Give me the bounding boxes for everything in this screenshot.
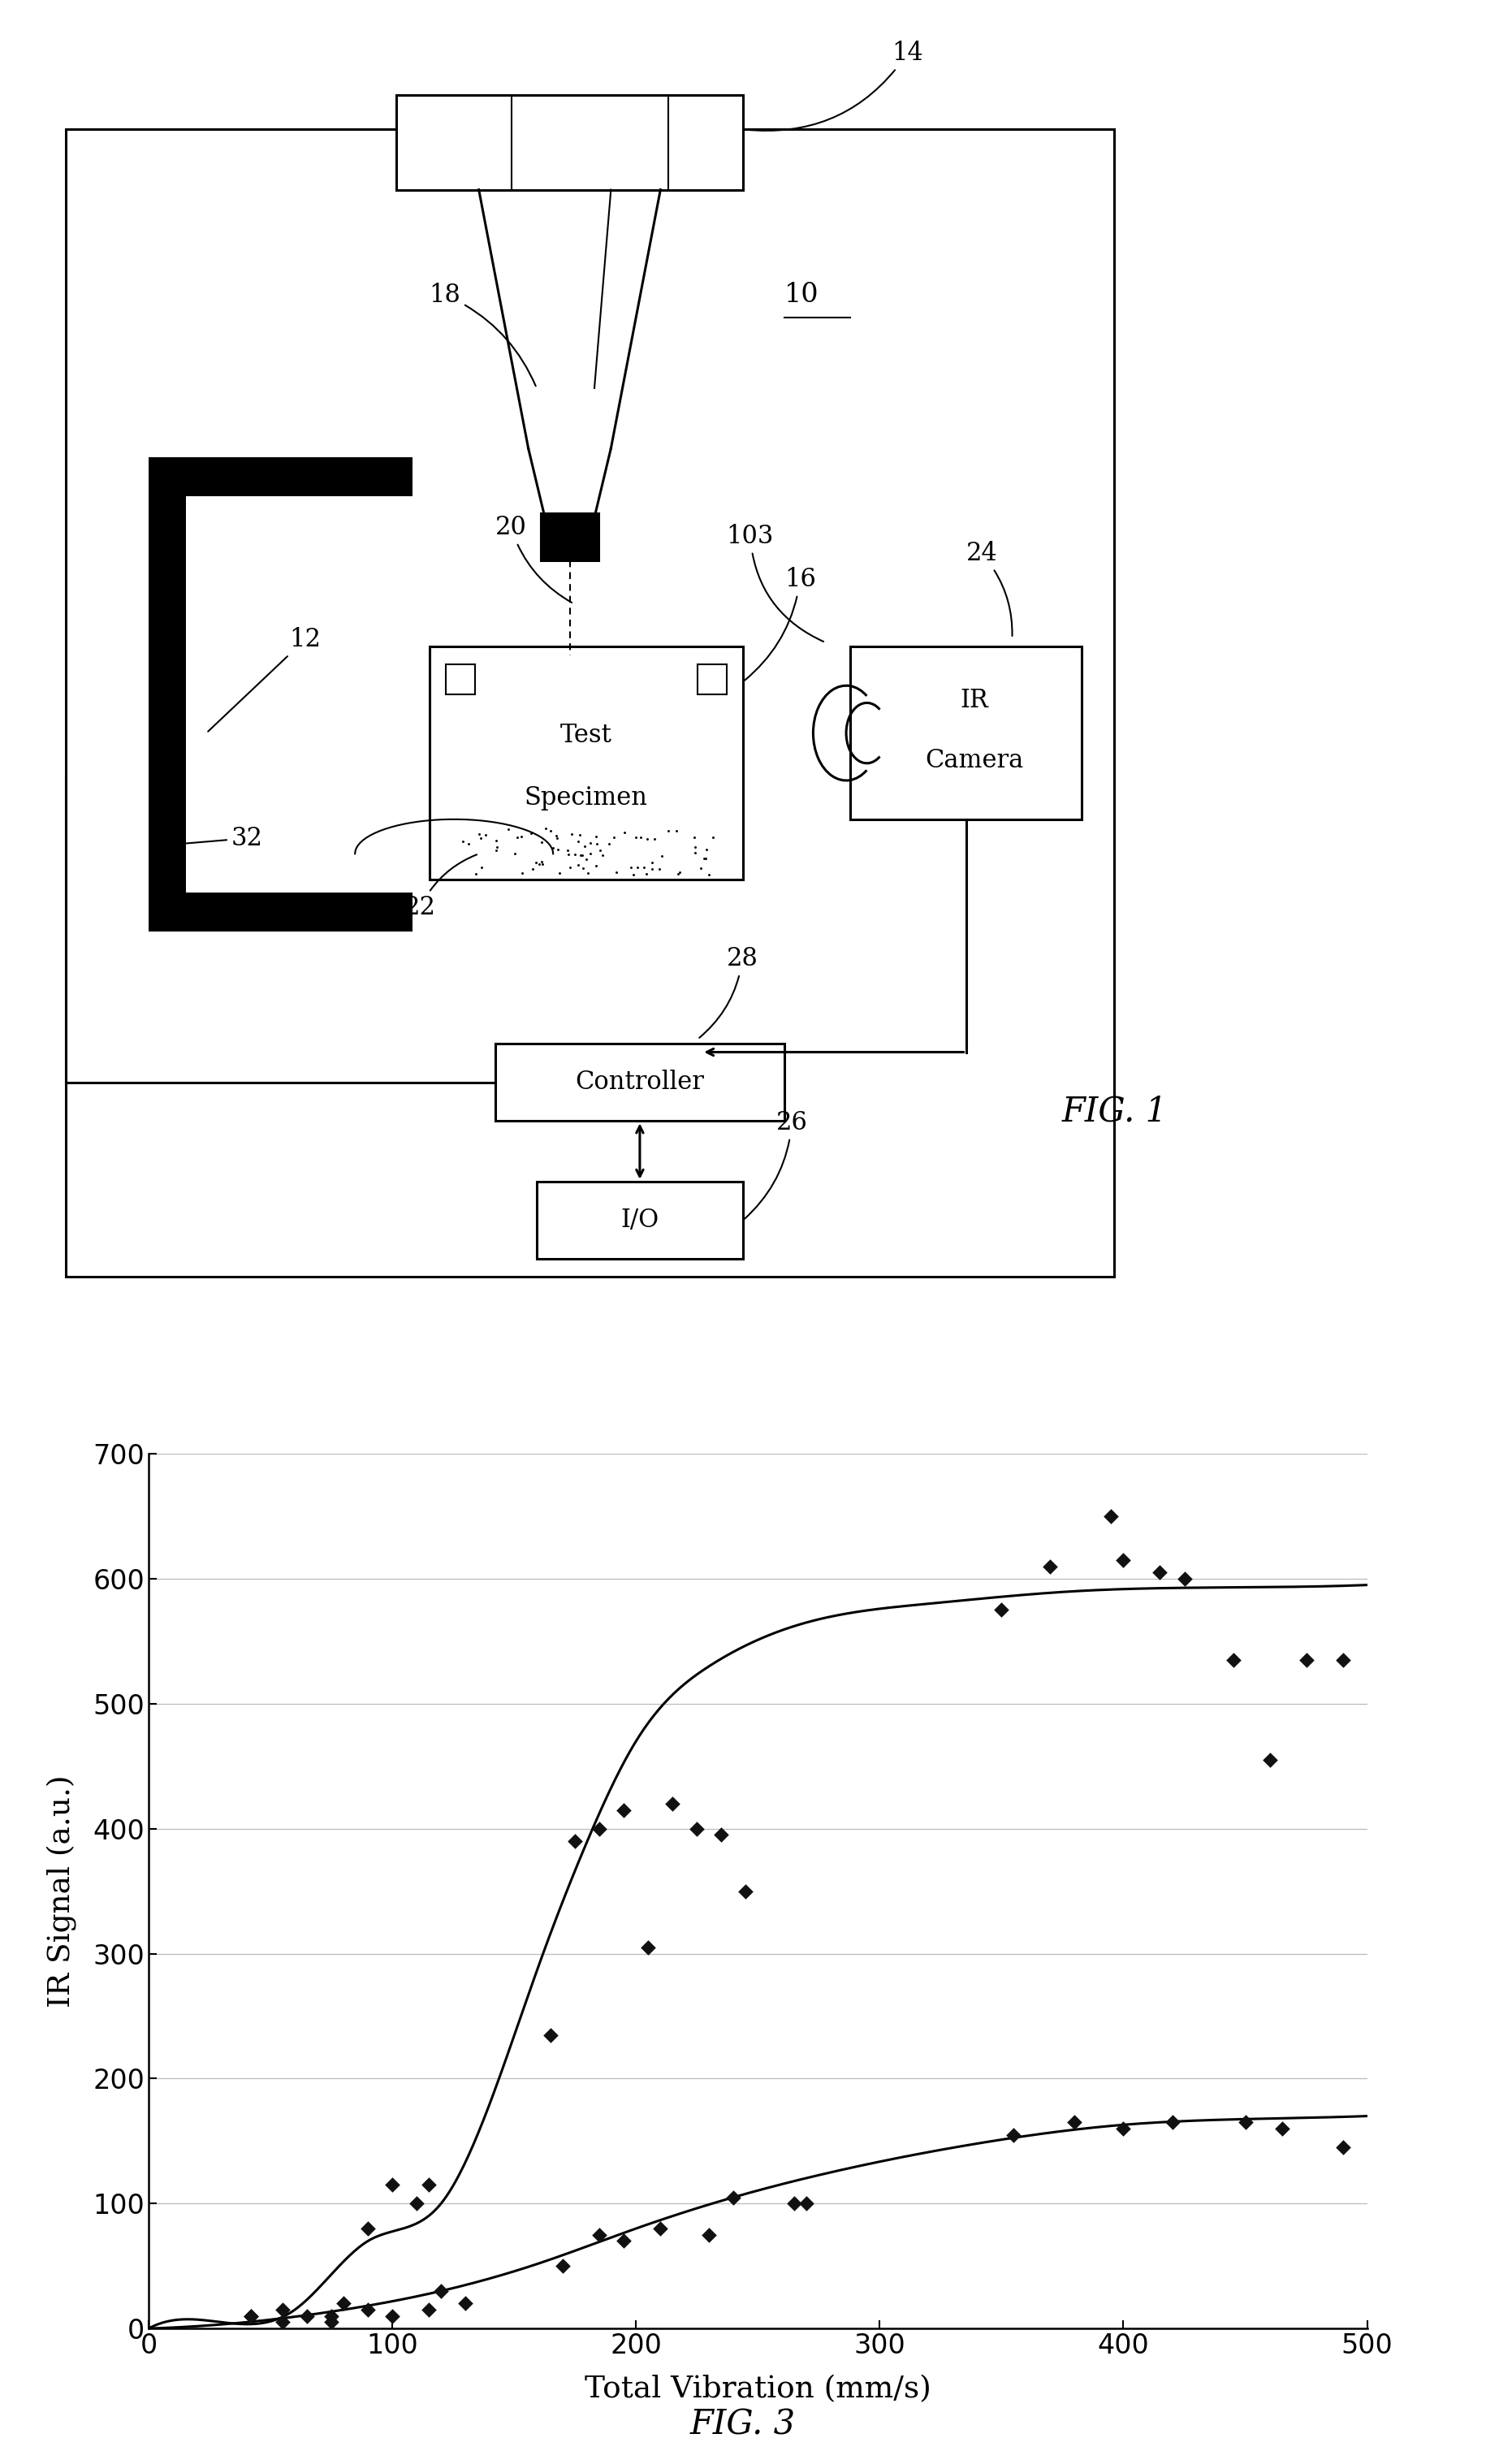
Point [661,1784,685,1823]
Text: Test: Test [560,722,612,749]
Point [734,1873,758,1912]
Text: 14: 14 [746,42,923,131]
Point [380,2296,404,2336]
Bar [429,646,743,880]
Point [795,2183,819,2223]
Point [429,2272,453,2311]
Point [1039,1547,1062,1587]
Text: FIG. 1: FIG. 1 [1061,1094,1168,1129]
Text: IR: IR [960,687,988,712]
Text: 22: 22 [404,855,477,919]
Text: 103: 103 [727,525,823,641]
Text: 26: 26 [744,1111,807,1220]
Point [1161,2102,1184,2141]
X-axis label: Total Vibration (mm/s): Total Vibration (mm/s) [584,2375,932,2405]
Text: 16: 16 [744,567,816,680]
Point [587,2215,611,2255]
Point [648,2208,672,2247]
Point [453,2284,477,2324]
Bar [149,458,413,495]
Bar [850,646,1082,818]
Point [1172,1560,1196,1599]
Point [1112,2109,1135,2149]
Point [1100,1496,1123,1535]
Point [1257,1740,1281,1779]
Text: 12: 12 [208,628,321,732]
Point [1221,1641,1245,1680]
Point [1271,2109,1294,2149]
Bar [149,458,186,931]
Point [1002,2114,1025,2154]
Point [1112,1540,1135,1579]
Point [1233,2102,1257,2141]
Bar [495,1045,785,1121]
Point [270,2289,294,2328]
Point [404,2183,428,2223]
Text: FIG. 3: FIG. 3 [690,2407,796,2442]
Point [551,2247,575,2287]
Point [990,1589,1013,1629]
Point [1149,1552,1172,1592]
Text: 32: 32 [168,825,263,850]
Point [1294,1641,1318,1680]
Bar [397,96,743,190]
Text: 10: 10 [785,281,819,308]
Point [709,1816,733,1855]
Text: I/O: I/O [621,1207,658,1232]
Point [239,2296,263,2336]
Text: 18: 18 [429,283,536,387]
Point [418,2166,441,2205]
Bar [697,663,727,695]
Bar [65,128,1114,1276]
Point [722,2178,746,2218]
Point [380,2166,404,2205]
Point [612,2223,636,2262]
Text: 28: 28 [700,946,758,1037]
Point [270,2301,294,2341]
Point [357,2208,380,2247]
Text: 24: 24 [966,542,1012,636]
Text: Specimen: Specimen [525,786,648,811]
Point [563,1821,587,1860]
Point [239,2296,263,2336]
Point [587,1809,611,1848]
Point [357,2289,380,2328]
Bar [149,892,413,931]
Text: 20: 20 [495,515,572,604]
Point [1331,1641,1355,1680]
Text: Controller: Controller [575,1069,704,1094]
Point [331,2284,355,2324]
Point [539,2016,563,2055]
Point [1331,2126,1355,2166]
Y-axis label: IR Signal (a.u.): IR Signal (a.u.) [48,1774,77,2008]
Point [697,2215,721,2255]
Point [319,2296,343,2336]
Point [685,1809,709,1848]
Bar [536,1183,743,1259]
Point [612,1791,636,1831]
Bar [446,663,474,695]
Point [418,2289,441,2328]
Point [296,2296,319,2336]
Point [319,2301,343,2341]
Point [1062,2102,1086,2141]
Point [636,1927,660,1966]
Bar [541,513,599,562]
Text: Camera: Camera [924,749,1024,774]
Point [783,2183,807,2223]
